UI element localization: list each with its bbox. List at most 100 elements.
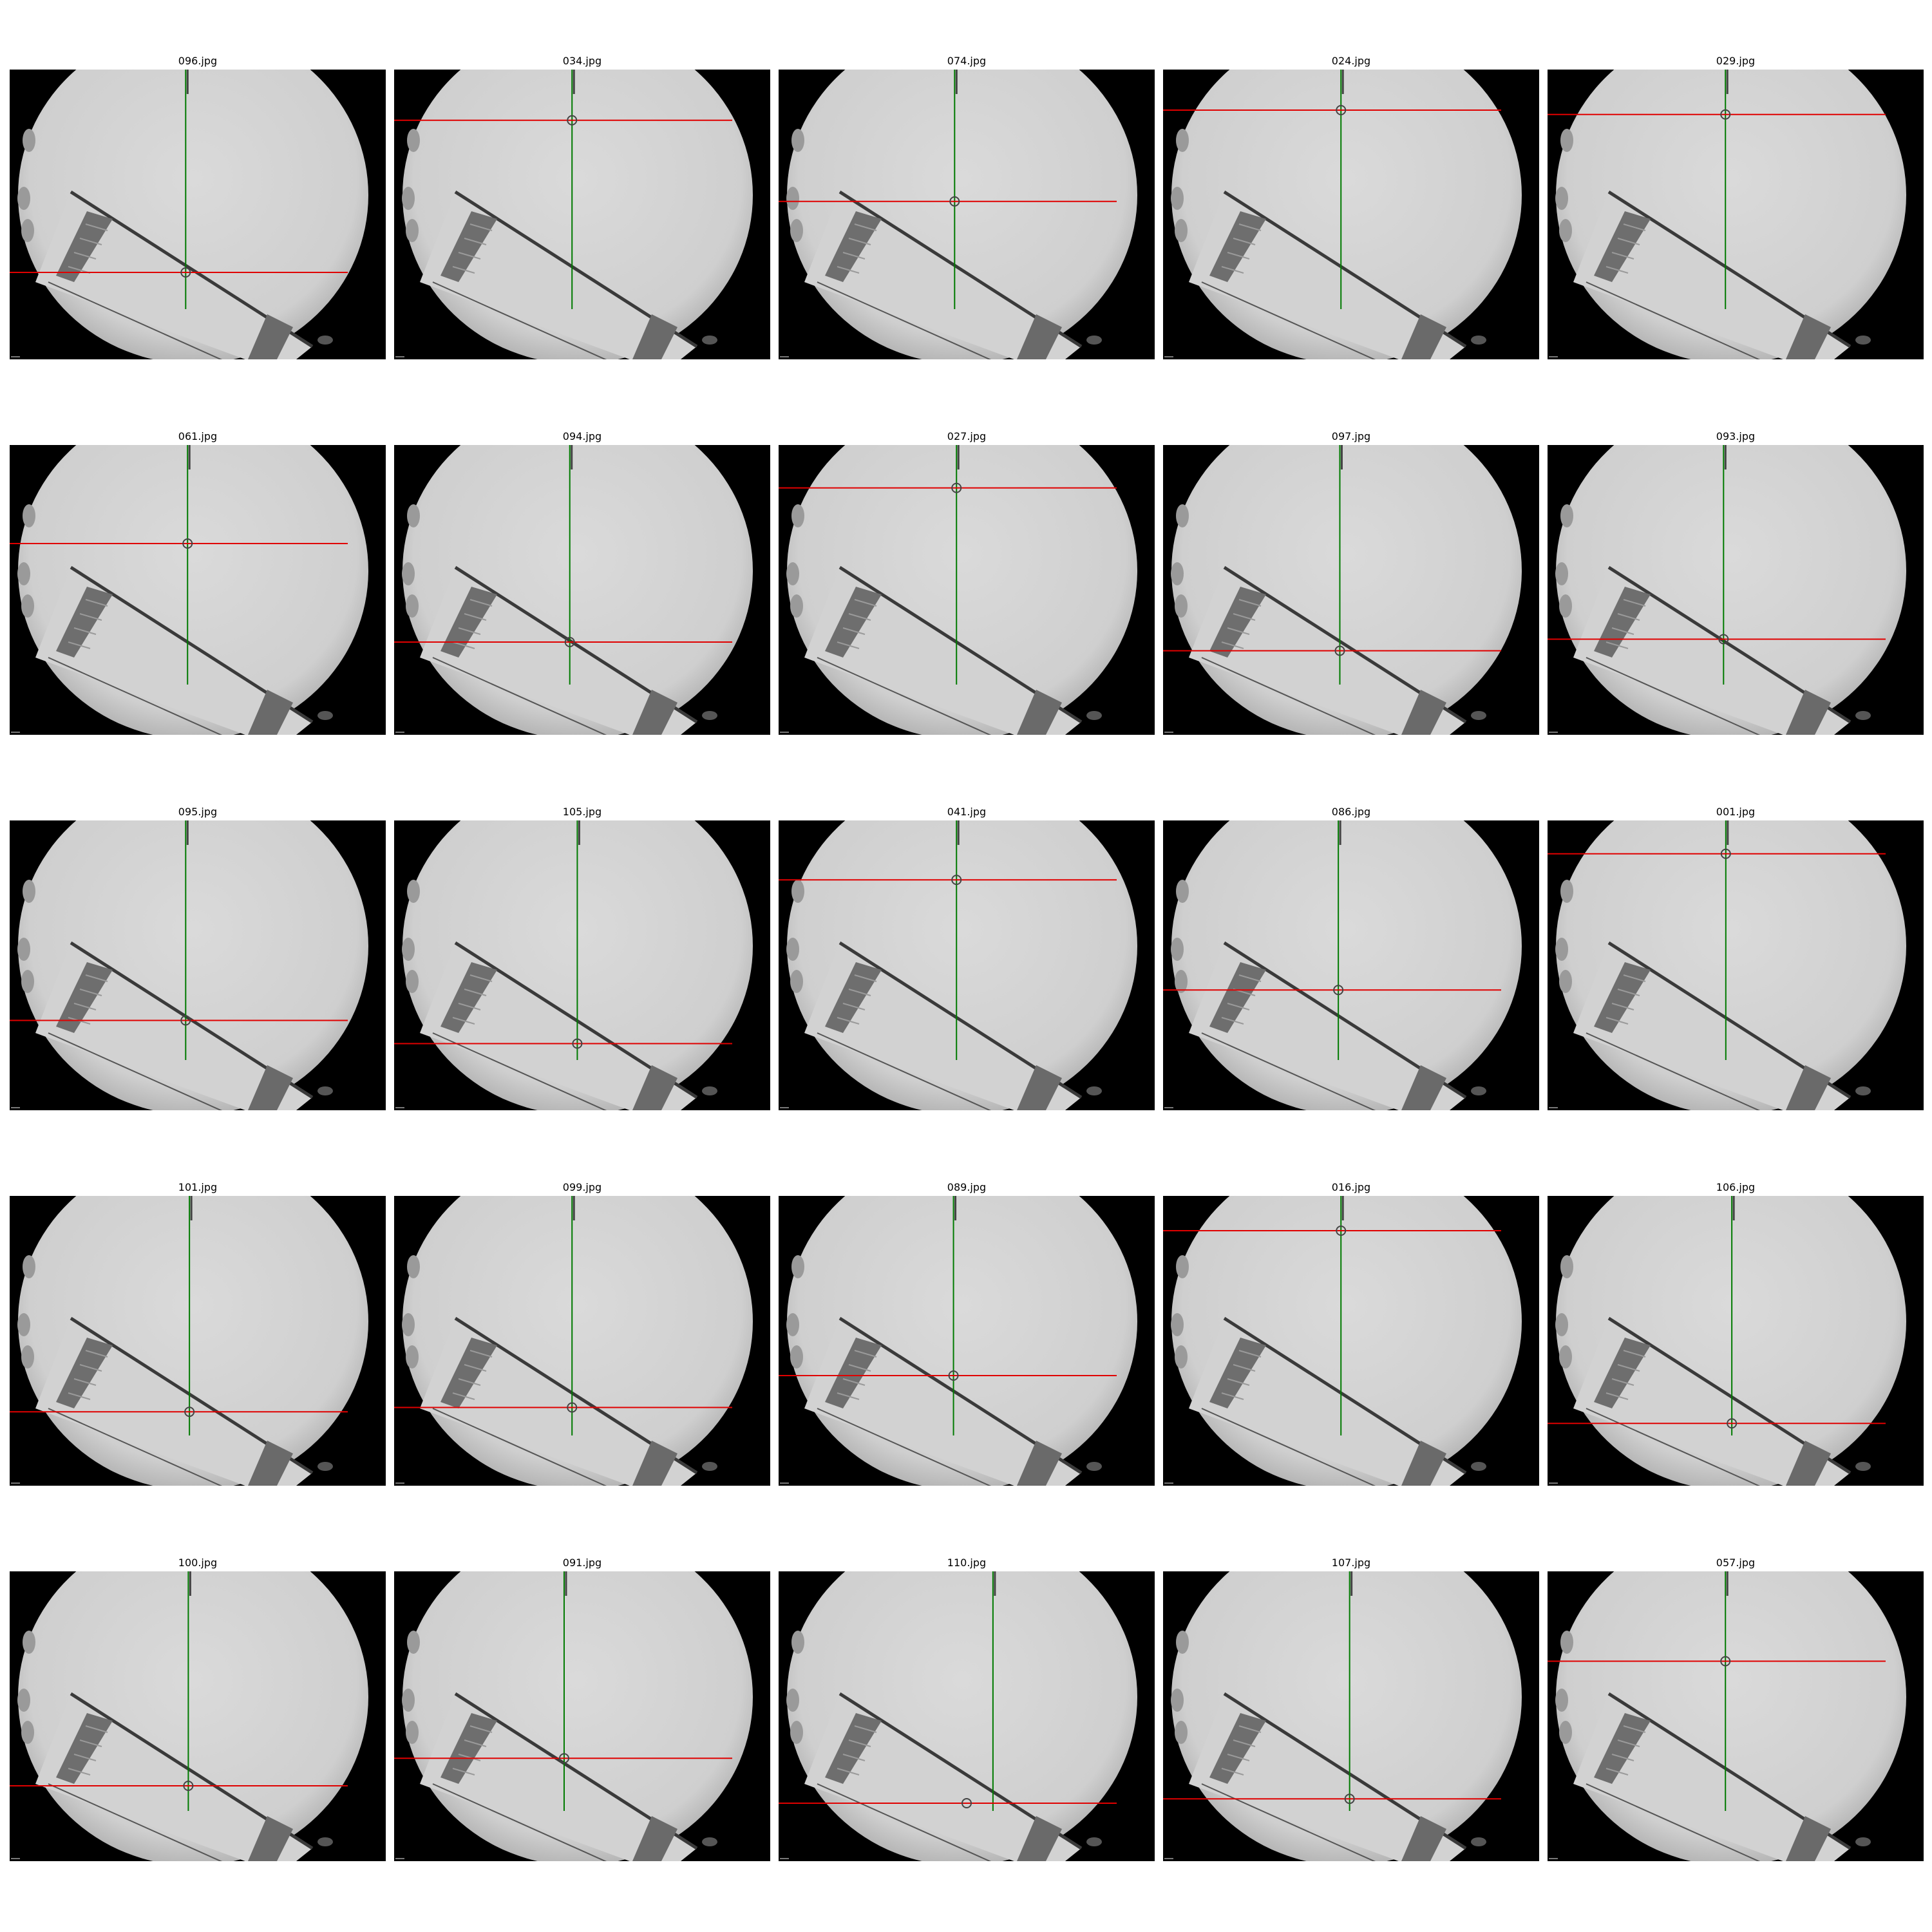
xray-frame (10, 70, 386, 359)
thumbnail-image (394, 820, 770, 1110)
thumbnail-title: 095.jpg (178, 806, 218, 818)
channel-body (804, 943, 1081, 1110)
xray-frame (779, 445, 1155, 735)
left-tube (825, 1338, 882, 1408)
left-tube (1594, 962, 1651, 1033)
thumbnail-title: 110.jpg (947, 1557, 987, 1569)
intersection-marker (1334, 645, 1345, 656)
thumbnail-title: 097.jpg (1331, 430, 1371, 442)
intersection-marker (1720, 848, 1731, 859)
intersection-marker (180, 267, 191, 278)
channel-body (420, 1318, 697, 1486)
right-tube (1017, 690, 1062, 735)
xray-frame (10, 1196, 386, 1486)
xray-frame (394, 1196, 770, 1486)
xray-frame (779, 820, 1155, 1110)
xray-frame (1548, 1571, 1924, 1861)
xray-frame (10, 1571, 386, 1861)
right-tube (1401, 690, 1446, 735)
thumbnail-title: 001.jpg (1716, 806, 1756, 818)
intersection-marker (183, 1781, 194, 1791)
xray-frame (10, 820, 386, 1110)
channel-body (35, 567, 312, 735)
right-tube (1786, 1441, 1831, 1486)
thumbnail-title: 074.jpg (947, 55, 987, 67)
channel-body (1189, 1694, 1466, 1861)
xray-frame (1163, 1571, 1539, 1861)
thumbnail-image (394, 445, 770, 735)
channel-body (420, 567, 697, 735)
left-tube (56, 587, 113, 658)
intersection-marker (1720, 1656, 1731, 1667)
thumbnail-image (779, 445, 1155, 735)
right-tube (1786, 1065, 1831, 1110)
thumbnail-title: 016.jpg (1331, 1181, 1371, 1193)
right-tube (1786, 690, 1831, 735)
right-tube (248, 690, 293, 735)
left-tube (825, 1713, 882, 1784)
right-tube (248, 314, 293, 359)
intersection-marker (567, 115, 578, 126)
right-tube (1401, 1816, 1446, 1861)
left-tube (440, 587, 497, 658)
thumbnail-image (10, 820, 386, 1110)
thumbnail-title: 034.jpg (562, 55, 602, 67)
thumbnail-image (1548, 1571, 1924, 1861)
thumbnail-image (1548, 445, 1924, 735)
intersection-marker (949, 196, 960, 207)
thumbnail-image (779, 1196, 1155, 1486)
channel-body (1189, 943, 1466, 1110)
thumbnail-image (1548, 70, 1924, 359)
thumbnail-title: 094.jpg (562, 430, 602, 442)
xray-frame (10, 445, 386, 735)
xray-frame (1548, 445, 1924, 735)
channel-body (35, 1694, 312, 1861)
thumbnail-title: 106.jpg (1716, 1181, 1756, 1193)
channel-body (1573, 1318, 1850, 1486)
thumbnail-title: 089.jpg (947, 1181, 987, 1193)
xray-frame (1163, 70, 1539, 359)
xray-frame (779, 70, 1155, 359)
right-tube (632, 690, 677, 735)
channel-body (35, 192, 312, 359)
intersection-marker (1720, 109, 1731, 120)
thumbnail-title: 100.jpg (178, 1557, 218, 1569)
left-tube (825, 211, 882, 282)
left-tube (1594, 1338, 1651, 1408)
left-tube (1209, 587, 1266, 658)
thumbnail-image (10, 1196, 386, 1486)
channel-body (804, 567, 1081, 735)
thumbnail-title: 057.jpg (1716, 1557, 1756, 1569)
thumbnail-title: 061.jpg (178, 430, 218, 442)
xray-frame (1548, 1196, 1924, 1486)
thumbnail-image (1548, 820, 1924, 1110)
intersection-marker (948, 1370, 959, 1381)
left-tube (56, 1713, 113, 1784)
thumbnail-image (779, 820, 1155, 1110)
thumbnail-title: 041.jpg (947, 806, 987, 818)
thumbnail-image (394, 1571, 770, 1861)
thumbnail-image (1163, 1196, 1539, 1486)
right-tube (1786, 1816, 1831, 1861)
left-tube (1209, 1713, 1266, 1784)
thumbnail-image (10, 445, 386, 735)
thumbnail-image (1163, 445, 1539, 735)
right-tube (1401, 1065, 1446, 1110)
intersection-marker (1718, 634, 1729, 645)
right-tube (632, 1065, 677, 1110)
right-tube (1017, 1065, 1062, 1110)
channel-body (1573, 1694, 1850, 1861)
thumbnail-title: 096.jpg (178, 55, 218, 67)
thumbnail-image (779, 70, 1155, 359)
left-tube (440, 211, 497, 282)
thumbnail-image (394, 1196, 770, 1486)
right-tube (632, 1816, 677, 1861)
left-tube (56, 211, 113, 282)
left-tube (1209, 962, 1266, 1033)
right-tube (1786, 314, 1831, 359)
thumbnail-image (1163, 70, 1539, 359)
intersection-marker (182, 538, 193, 549)
intersection-marker (951, 875, 962, 886)
channel-body (420, 1694, 697, 1861)
right-tube (248, 1441, 293, 1486)
